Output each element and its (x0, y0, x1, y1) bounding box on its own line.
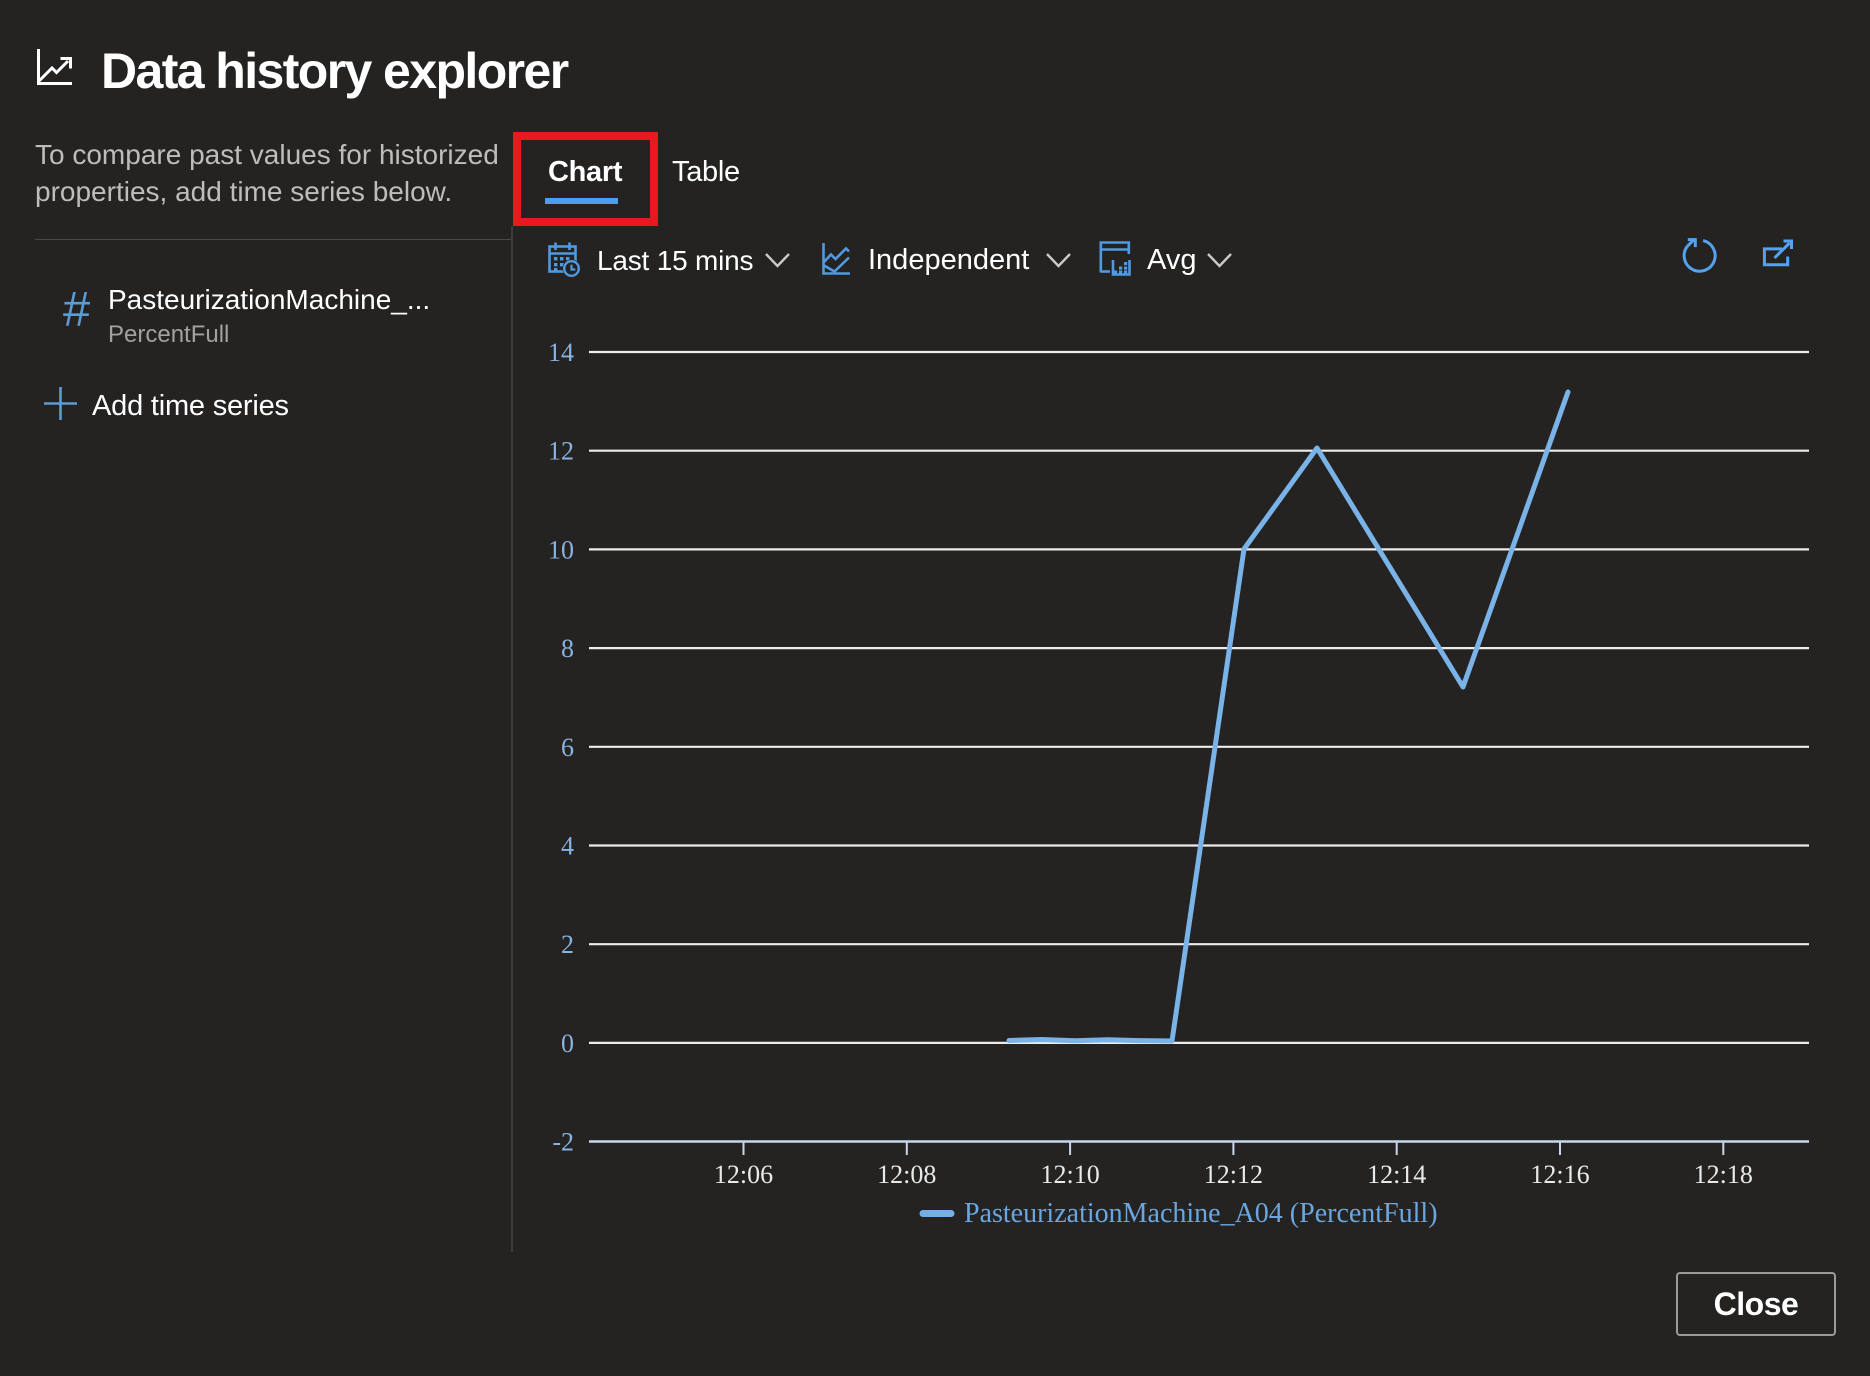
svg-text:12:16: 12:16 (1530, 1160, 1589, 1189)
svg-text:12:08: 12:08 (877, 1160, 936, 1189)
svg-text:6: 6 (561, 733, 574, 762)
svg-text:12:12: 12:12 (1204, 1160, 1263, 1189)
svg-text:14: 14 (548, 338, 574, 367)
svg-text:10: 10 (548, 535, 574, 564)
svg-text:0: 0 (561, 1029, 574, 1058)
svg-text:12:10: 12:10 (1040, 1160, 1099, 1189)
svg-text:PasteurizationMachine_A04 (Per: PasteurizationMachine_A04 (PercentFull) (964, 1198, 1438, 1229)
svg-text:12: 12 (548, 437, 574, 466)
svg-text:8: 8 (561, 634, 574, 663)
svg-text:-2: -2 (552, 1128, 574, 1157)
svg-text:4: 4 (561, 832, 574, 861)
svg-text:12:18: 12:18 (1694, 1160, 1753, 1189)
svg-text:12:06: 12:06 (714, 1160, 773, 1189)
svg-text:2: 2 (561, 930, 574, 959)
svg-text:12:14: 12:14 (1367, 1160, 1426, 1189)
